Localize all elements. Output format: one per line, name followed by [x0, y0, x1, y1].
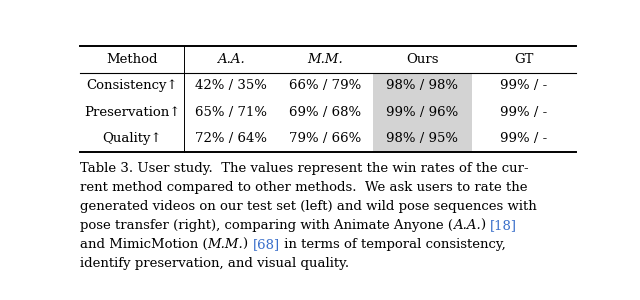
Text: M.M.: M.M.: [207, 238, 243, 251]
Text: 98% / 98%: 98% / 98%: [386, 79, 458, 92]
Bar: [372, 73, 472, 152]
Text: A.A.: A.A.: [218, 53, 245, 66]
Text: 79% / 66%: 79% / 66%: [289, 132, 362, 145]
Text: 98% / 95%: 98% / 95%: [386, 132, 458, 145]
Text: 66% / 79%: 66% / 79%: [289, 79, 362, 92]
Text: Quality↑: Quality↑: [102, 132, 162, 145]
Text: 99% / 96%: 99% / 96%: [386, 106, 458, 118]
Text: M.M.: M.M.: [308, 53, 344, 66]
Text: Preservation↑: Preservation↑: [84, 106, 180, 118]
Text: Ours: Ours: [406, 53, 438, 66]
Text: ): ): [243, 238, 253, 251]
Text: 99% / -: 99% / -: [500, 79, 548, 92]
Text: 42% / 35%: 42% / 35%: [195, 79, 268, 92]
Text: ): ): [481, 219, 490, 232]
Text: pose transfer (right), comparing with Animate Anyone (: pose transfer (right), comparing with An…: [80, 219, 453, 232]
Text: 65% / 71%: 65% / 71%: [195, 106, 268, 118]
Text: 69% / 68%: 69% / 68%: [289, 106, 362, 118]
Text: A.A.: A.A.: [453, 219, 481, 232]
Text: and MimicMotion (: and MimicMotion (: [80, 238, 207, 251]
Text: 99% / -: 99% / -: [500, 132, 548, 145]
Text: Consistency↑: Consistency↑: [86, 79, 178, 92]
Text: rent method compared to other methods.  We ask users to rate the: rent method compared to other methods. W…: [80, 181, 527, 194]
Text: Method: Method: [106, 53, 158, 66]
Text: in terms of temporal consistency,: in terms of temporal consistency,: [280, 238, 506, 251]
Text: 99% / -: 99% / -: [500, 106, 548, 118]
Text: 72% / 64%: 72% / 64%: [195, 132, 268, 145]
Text: Table 3. User study.  The values represent the win rates of the cur-: Table 3. User study. The values represen…: [80, 162, 529, 175]
Text: [18]: [18]: [490, 219, 517, 232]
Text: [68]: [68]: [253, 238, 280, 251]
Text: GT: GT: [514, 53, 534, 66]
Text: generated videos on our test set (left) and wild pose sequences with: generated videos on our test set (left) …: [80, 200, 537, 213]
Text: identify preservation, and visual quality.: identify preservation, and visual qualit…: [80, 256, 349, 270]
